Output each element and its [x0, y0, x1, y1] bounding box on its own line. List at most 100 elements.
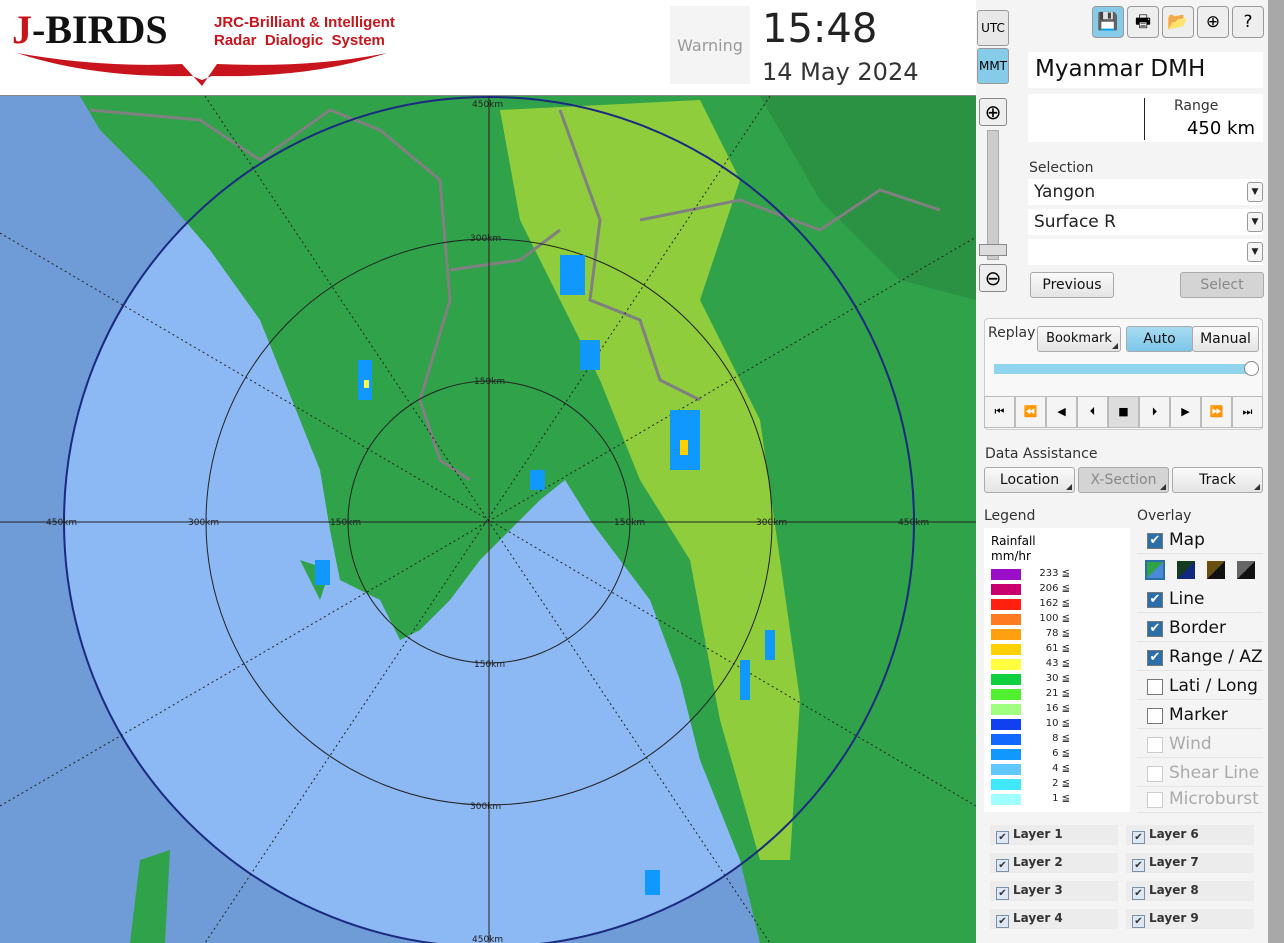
ring-label-300-w: 300km	[188, 518, 219, 528]
site-select[interactable]: Yangon ▼	[1028, 179, 1263, 205]
layer-checkbox[interactable]: ✔ Layer 4	[990, 909, 1118, 929]
select-button[interactable]: Select	[1180, 272, 1264, 298]
zoom-control: ⊕ ⊖	[978, 96, 1010, 296]
legend-swatch	[991, 584, 1021, 595]
legend-value: 78 ≦	[1045, 628, 1070, 639]
site-value: Yangon	[1034, 182, 1096, 202]
stop-button[interactable]: ■	[1108, 396, 1139, 428]
auto-button[interactable]: Auto	[1126, 326, 1193, 352]
overlay-lati-long-checkbox[interactable]: Lati / Long	[1137, 674, 1263, 700]
xsection-button[interactable]: X-Section	[1078, 467, 1169, 493]
overlay-label: Microburst	[1169, 789, 1259, 809]
legend-value: 206 ≦	[1039, 583, 1070, 594]
first-button[interactable]: ⏮	[984, 396, 1015, 428]
legend-swatch	[991, 719, 1021, 730]
legend-swatch	[991, 569, 1021, 580]
map-style-color[interactable]	[1145, 560, 1165, 580]
bookmark-button[interactable]: Bookmark	[1037, 326, 1121, 352]
last-button[interactable]: ⏭	[1232, 396, 1263, 428]
open-folder-icon[interactable]: 📂	[1162, 6, 1194, 38]
utc-button[interactable]: UTC	[977, 10, 1009, 46]
back-button[interactable]: ◀	[1046, 396, 1077, 428]
layer-label: Layer 9	[1149, 911, 1199, 925]
layer-checkbox[interactable]: ✔ Layer 7	[1126, 853, 1254, 873]
third-select[interactable]: ▼	[1028, 239, 1263, 265]
checkbox-icon	[1147, 766, 1163, 782]
map-style-brown[interactable]	[1207, 561, 1225, 579]
product-select[interactable]: Surface R ▼	[1028, 209, 1263, 235]
fast-back-button[interactable]: ⏪	[1015, 396, 1046, 428]
chevron-down-icon[interactable]: ▼	[1247, 182, 1263, 202]
save-icon[interactable]: 💾	[1092, 6, 1124, 38]
overlay-range-az-checkbox[interactable]: ✔ Range / AZ	[1137, 645, 1263, 671]
overlay-line-checkbox[interactable]: ✔ Line	[1137, 587, 1263, 613]
replay-slider-handle[interactable]	[1244, 361, 1259, 376]
legend-swatch	[991, 614, 1021, 625]
legend-swatch	[991, 599, 1021, 610]
overlay-label: Border	[1169, 618, 1226, 638]
overlay-shear-line-checkbox[interactable]: Shear Line	[1137, 761, 1263, 787]
zoom-slider-handle[interactable]	[979, 244, 1007, 256]
track-label: Track	[1199, 472, 1236, 488]
layer-checkbox[interactable]: ✔ Layer 1	[990, 825, 1118, 845]
overlay-microburst-checkbox[interactable]: Microburst	[1137, 787, 1263, 813]
track-button[interactable]: Track	[1172, 467, 1263, 493]
side-panel: 💾 🖶 📂 ⊕ ? Myanmar DMH Range 450 km Selec…	[1010, 0, 1268, 943]
add-window-icon[interactable]: ⊕	[1197, 6, 1229, 38]
map-style-dark[interactable]	[1177, 561, 1195, 579]
legend-swatch	[991, 749, 1021, 760]
map-style-gray[interactable]	[1237, 561, 1255, 579]
layer-checkbox[interactable]: ✔ Layer 8	[1126, 881, 1254, 901]
legend-swatch	[991, 779, 1021, 790]
checkbox-icon: ✔	[1147, 533, 1163, 549]
overlay-label: Range / AZ	[1169, 647, 1263, 667]
checkbox-icon: ✔	[1132, 887, 1145, 900]
zoom-out-icon[interactable]: ⊖	[979, 264, 1007, 292]
scrollbar[interactable]	[1268, 0, 1284, 943]
layer-checkbox[interactable]: ✔ Layer 9	[1126, 909, 1254, 929]
layer-checkbox[interactable]: ✔ Layer 3	[990, 881, 1118, 901]
help-icon[interactable]: ?	[1232, 6, 1264, 38]
chevron-down-icon[interactable]: ▼	[1247, 242, 1263, 262]
step-back-button[interactable]: ⏴	[1077, 396, 1108, 428]
legend-swatch	[991, 764, 1021, 775]
overlay-wind-checkbox[interactable]: Wind	[1137, 732, 1263, 758]
warning-indicator[interactable]: Warning	[670, 6, 750, 84]
previous-button[interactable]: Previous	[1030, 272, 1114, 298]
legend-swatch	[991, 644, 1021, 655]
legend-value: 10 ≦	[1045, 718, 1070, 729]
ring-label-150-e: 150km	[614, 518, 645, 528]
legend-value: 2 ≦	[1052, 778, 1070, 789]
checkbox-icon: ✔	[996, 887, 1009, 900]
location-button[interactable]: Location	[984, 467, 1075, 493]
step-forward-button[interactable]: ⏵	[1139, 396, 1170, 428]
manual-button[interactable]: Manual	[1192, 326, 1259, 352]
header: J-BIRDS JRC-Brilliant & Intelligent Rada…	[0, 0, 976, 96]
legend-swatch	[991, 794, 1021, 805]
play-button[interactable]: ▶	[1170, 396, 1201, 428]
legend-value: 4 ≦	[1052, 763, 1070, 774]
overlay-border-checkbox[interactable]: ✔ Border	[1137, 616, 1263, 642]
layer-checkbox[interactable]: ✔ Layer 2	[990, 853, 1118, 873]
layer-label: Layer 3	[1013, 883, 1063, 897]
product-value: Surface R	[1034, 212, 1116, 232]
zoom-in-icon[interactable]: ⊕	[979, 98, 1007, 126]
print-icon[interactable]: 🖶	[1127, 6, 1159, 38]
mmt-button[interactable]: MMT	[977, 48, 1009, 84]
legend-value: 1 ≦	[1052, 793, 1070, 804]
overlay-label: Overlay	[1137, 508, 1192, 524]
legend-value: 8 ≦	[1052, 733, 1070, 744]
overlay-label: Lati / Long	[1169, 676, 1258, 696]
overlay-label: Marker	[1169, 705, 1228, 725]
layer-label: Layer 8	[1149, 883, 1199, 897]
replay-slider[interactable]	[994, 364, 1252, 374]
layer-checkbox[interactable]: ✔ Layer 6	[1126, 825, 1254, 845]
chevron-down-icon[interactable]: ▼	[1247, 212, 1263, 232]
replay-label: Replay	[988, 325, 1036, 341]
overlay-marker-checkbox[interactable]: Marker	[1137, 703, 1263, 729]
radar-map[interactable]: 150km 300km 450km 150km 300km 450km 150k…	[0, 96, 976, 943]
fast-forward-button[interactable]: ⏩	[1201, 396, 1232, 428]
overlay-map-checkbox[interactable]: ✔ Map	[1137, 528, 1263, 554]
zoom-slider[interactable]	[987, 130, 999, 260]
checkbox-icon: ✔	[996, 859, 1009, 872]
